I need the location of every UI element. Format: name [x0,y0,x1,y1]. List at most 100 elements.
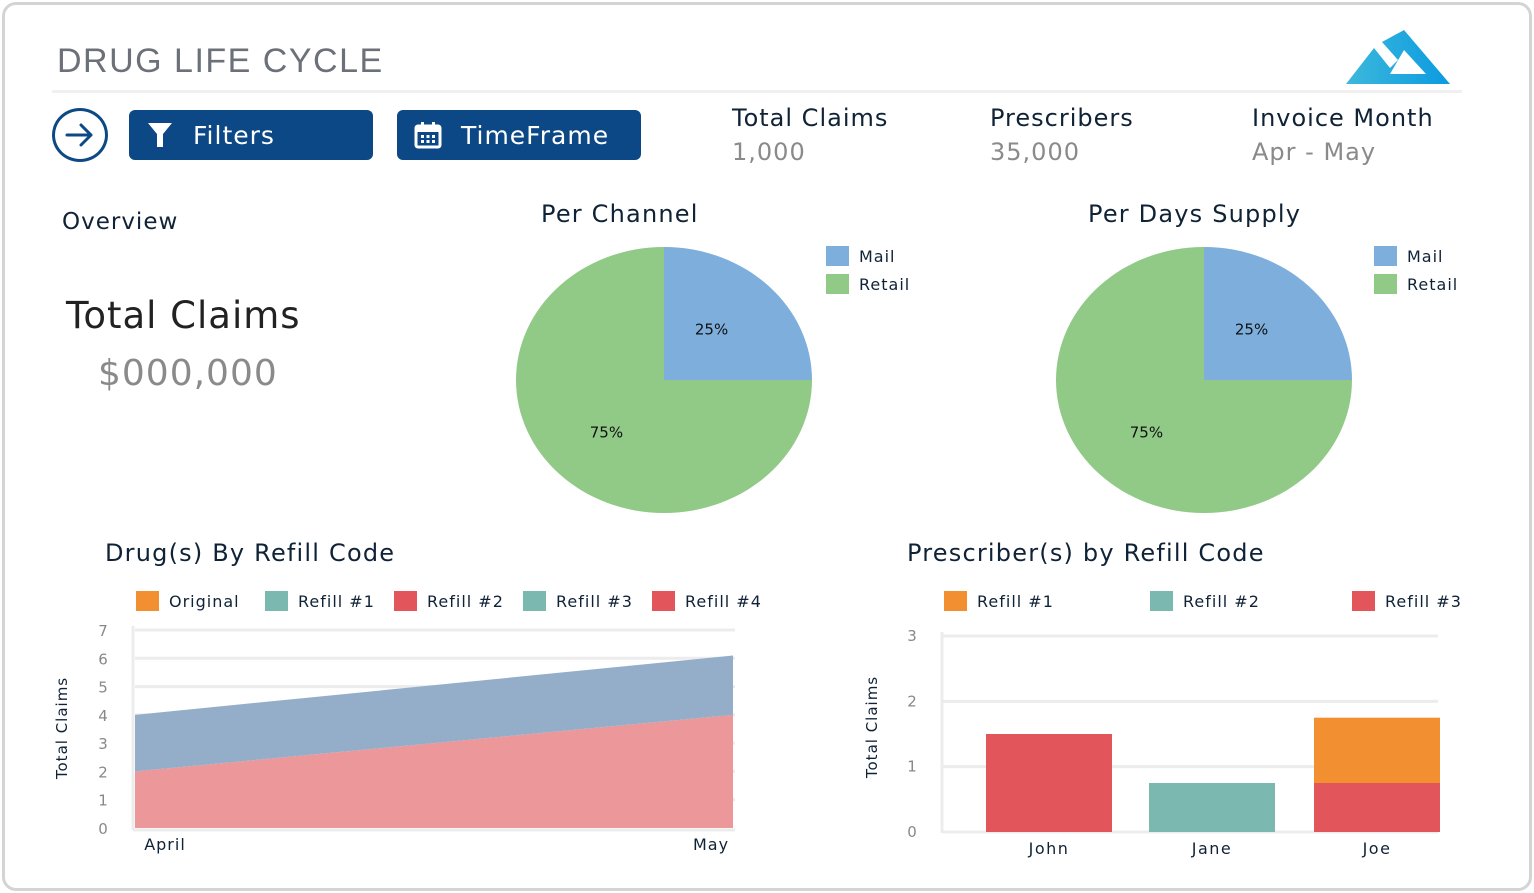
funnel-icon [145,120,175,150]
legend-item: Refill #1 [265,591,375,611]
legend-label: Mail [859,246,896,266]
pie-data-label: 25% [1235,320,1268,338]
y-tick-label: 2 [98,763,108,781]
x-tick-label: John [1028,839,1070,858]
legend-swatch [826,274,849,294]
legend-item: Refill #2 [1150,591,1260,611]
legend-item: Refill #4 [652,591,762,611]
pie-slice-mail [664,247,812,380]
legend-label: Retail [859,274,911,294]
legend-swatch [944,591,967,611]
arrow-right-circle-icon [65,123,93,147]
legend-item: Refill #1 [944,591,1054,611]
legend-label: Refill #4 [685,591,762,611]
pie-slice-retail [516,247,812,513]
y-tick-label: 0 [98,820,108,838]
legend-swatch [1352,591,1375,611]
title-divider [52,90,1462,93]
legend-label: Retail [1407,274,1459,294]
bar-segment [1149,783,1275,832]
pie-data-label: 75% [590,424,623,442]
legend-swatch [1374,274,1397,294]
y-tick-label: 6 [98,650,108,668]
y-tick-label: 1 [98,792,108,810]
pie-channel-title: Per Channel [541,200,699,228]
stat-label: Prescribers [990,104,1134,132]
filters-button[interactable]: Filters [129,110,373,160]
y-axis-label: Total Claims [53,677,71,780]
legend-swatch [826,246,849,266]
overview-metric-value: $000,000 [98,353,278,394]
mountain-logo-icon [1346,30,1450,84]
stat-invoice-month: Invoice Month Apr - May [1252,104,1434,166]
y-tick-label: 0 [907,823,917,841]
legend-swatch [652,591,675,611]
legend-swatch [523,591,546,611]
stat-value: Apr - May [1252,138,1377,166]
area-series [135,714,733,828]
y-tick-label: 2 [907,692,917,710]
pie-chart-channel: 25% 75% [516,247,812,513]
legend-label: Refill #2 [1183,591,1260,611]
legend-item-mail: Mail [826,246,896,266]
legend-swatch [394,591,417,611]
timeframe-button[interactable]: TimeFrame [397,110,641,160]
legend-item: Refill #3 [523,591,633,611]
legend-item: Refill #2 [394,591,504,611]
timeframe-label: TimeFrame [461,120,610,150]
area-chart-title: Drug(s) By Refill Code [105,539,396,567]
legend-label: Refill #3 [1385,591,1462,611]
y-tick-label: 3 [98,735,108,753]
navigate-button[interactable] [52,108,108,162]
x-tick-label: April [144,835,186,854]
y-tick-label: 1 [907,758,917,776]
stat-prescribers: Prescribers 35,000 [990,104,1134,166]
legend-label: Refill #1 [298,591,375,611]
app-title: DRUG LIFE CYCLE [57,42,384,80]
overview-title: Overview [62,209,179,235]
legend-item: Original [136,591,240,611]
pie-slice-mail [1204,247,1352,380]
pie-slice-retail [1056,247,1352,513]
bar-chart-title: Prescriber(s) by Refill Code [907,539,1265,567]
stat-label: Invoice Month [1252,104,1434,132]
x-tick-label: Jane [1191,839,1233,858]
legend-item-retail: Retail [826,274,910,294]
y-tick-label: 3 [907,627,917,645]
calendar-icon [413,120,443,150]
y-tick-label: 5 [98,679,108,697]
legend-item-retail: Retail [1374,274,1458,294]
legend-swatch [1374,246,1397,266]
area-chart-refill-code: 0 1 2 3 4 5 6 7 April May Total Claims [53,622,735,854]
bar-segment [986,734,1112,832]
stat-value: 35,000 [990,138,1080,166]
legend-label: Refill #2 [427,591,504,611]
x-tick-label: May [693,835,729,854]
bar-chart-prescriber-refill: 0 1 2 3 John Jane Joe Total Claims [863,627,1440,858]
legend-label: Original [169,591,240,611]
pie-chart-days-supply: 25% 75% [1056,247,1352,513]
legend-item-mail: Mail [1374,246,1444,266]
y-tick-label: 4 [98,707,108,725]
overview-metric-label: Total Claims [66,294,301,337]
legend-swatch [1150,591,1173,611]
pie-data-label: 25% [695,320,728,338]
pie-data-label: 75% [1130,424,1163,442]
pie-days-supply-title: Per Days Supply [1088,200,1302,228]
legend-label: Mail [1407,246,1444,266]
y-axis-label: Total Claims [863,676,881,779]
stat-value: 1,000 [732,138,806,166]
stat-label: Total Claims [732,104,889,132]
x-tick-label: Joe [1362,839,1392,858]
legend-swatch [265,591,288,611]
area-series [135,655,733,772]
legend-label: Refill #3 [556,591,633,611]
bar-segment [1314,783,1440,832]
legend-item: Refill #3 [1352,591,1462,611]
stat-total-claims: Total Claims 1,000 [732,104,888,166]
filters-label: Filters [193,120,275,150]
bar-segment [1314,717,1440,783]
legend-swatch [136,591,159,611]
legend-label: Refill #1 [977,591,1054,611]
y-tick-label: 7 [98,622,108,640]
